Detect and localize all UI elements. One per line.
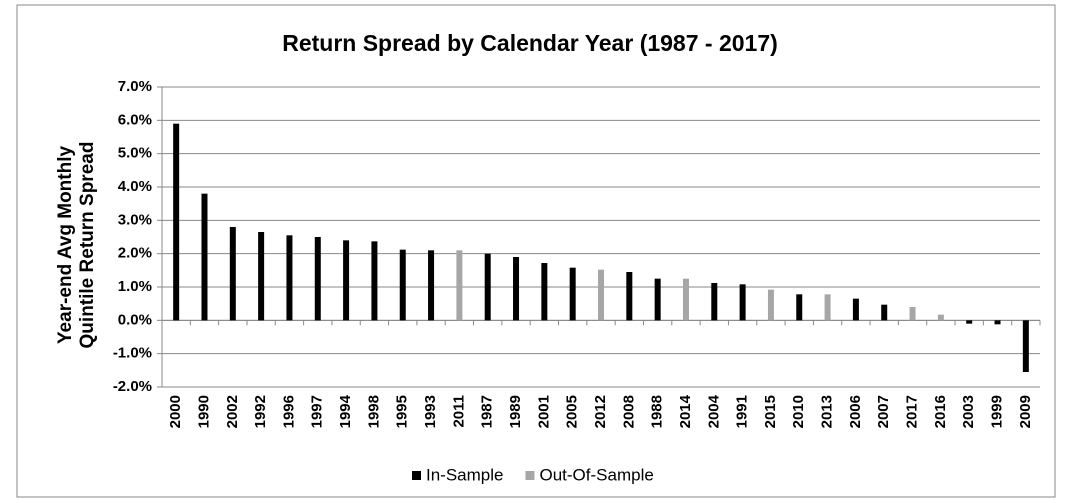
bar: [456, 250, 463, 321]
bar: [173, 123, 180, 321]
bar: [966, 320, 973, 324]
bar: [654, 278, 661, 321]
x-tick-label: 2009: [1017, 395, 1034, 428]
x-tick-label: 1992: [252, 395, 269, 428]
x-tick-label: 2017: [904, 395, 921, 428]
x-tick-label: 1996: [280, 395, 297, 428]
x-tick-label: 2003: [960, 395, 977, 428]
legend-label: In-Sample: [426, 465, 503, 484]
bar: [739, 284, 746, 321]
x-tick-label: 2008: [620, 395, 637, 428]
bar: [428, 250, 435, 321]
bar: [484, 253, 491, 321]
x-tick-label: 1987: [479, 395, 496, 428]
x-tick-label: 1994: [337, 394, 354, 428]
x-tick-label: 2013: [819, 395, 836, 428]
bar: [598, 269, 604, 321]
y-tick-label: 1.0%: [118, 278, 152, 295]
bar: [994, 320, 1001, 325]
chart-title: Return Spread by Calendar Year (1987 - 2…: [282, 30, 778, 56]
x-tick-label: 1995: [394, 395, 411, 428]
y-tick-label: 4.0%: [118, 178, 152, 195]
bar: [229, 227, 236, 321]
bar: [767, 289, 774, 321]
bar: [881, 304, 888, 321]
y-tick-label: 7.0%: [118, 78, 152, 95]
y-tick-label: 5.0%: [118, 145, 152, 162]
legend-swatch: [525, 471, 535, 480]
legend-label: Out-Of-Sample: [539, 465, 653, 484]
bar: [258, 232, 265, 321]
x-tick-label: 1997: [309, 395, 326, 428]
x-tick-label: 2011: [450, 395, 467, 428]
bar: [909, 307, 916, 321]
y-tick-label: 0.0%: [118, 311, 152, 328]
x-tick-label: 1989: [507, 395, 524, 428]
x-tick-label: 1999: [988, 395, 1005, 428]
x-tick-label: 2015: [762, 395, 779, 428]
y-tick-label: 6.0%: [118, 111, 152, 128]
bar: [937, 314, 944, 321]
bar: [824, 294, 831, 321]
bar: [626, 272, 633, 321]
bar: [343, 240, 350, 321]
x-tick-label: 2007: [875, 395, 892, 428]
x-tick-label: 2004: [705, 394, 722, 428]
bar: [569, 267, 576, 321]
bar: [682, 278, 689, 321]
x-tick-label: 2001: [535, 395, 552, 428]
x-tick-label: 2005: [564, 395, 581, 428]
bar: [852, 298, 859, 321]
y-tick-label: -1.0%: [113, 345, 152, 362]
x-tick-label: 1990: [195, 395, 212, 428]
bar: [201, 193, 208, 321]
x-tick-label: 1988: [649, 395, 666, 428]
x-tick-label: 1991: [734, 395, 751, 428]
bar: [314, 237, 321, 321]
x-tick-label: 2010: [790, 395, 807, 428]
bar: [796, 294, 803, 321]
y-tick-label: 2.0%: [118, 245, 152, 262]
y-tick-label: 3.0%: [118, 211, 152, 228]
x-tick-label: 2002: [224, 395, 241, 428]
x-tick-label: 2006: [847, 395, 864, 428]
bar: [371, 241, 378, 321]
bar: [286, 235, 293, 321]
bar: [1022, 320, 1029, 372]
bar: [399, 249, 406, 321]
x-tick-label: 2016: [932, 395, 949, 428]
x-tick-label: 2000: [167, 395, 184, 428]
bar: [513, 257, 520, 321]
x-tick-label: 1993: [422, 395, 439, 428]
y-tick-label: -2.0%: [113, 378, 152, 395]
bar: [541, 263, 548, 321]
bar: [711, 283, 718, 321]
y-axis-label: Year-end Avg Monthly Quintile Return Spr…: [55, 141, 98, 349]
x-tick-label: 1998: [365, 395, 382, 428]
x-tick-label: 2014: [677, 394, 694, 428]
x-tick-label: 2012: [592, 395, 609, 428]
legend-swatch: [412, 471, 421, 480]
